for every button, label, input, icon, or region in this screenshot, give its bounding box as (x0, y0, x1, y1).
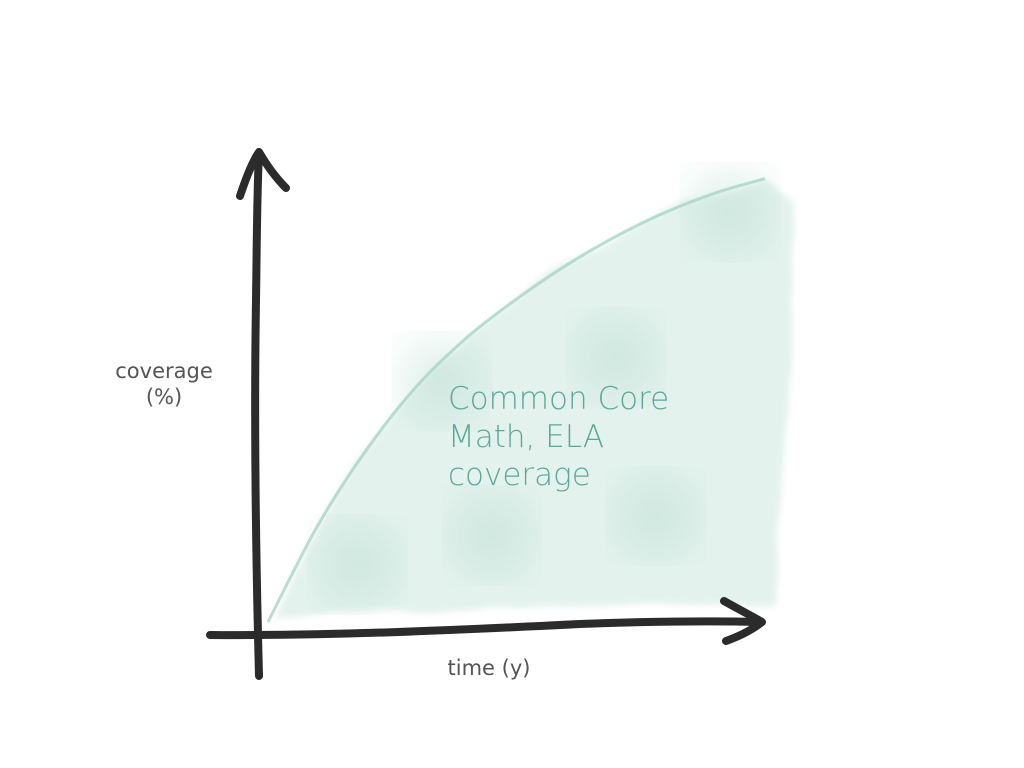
y-axis-label: coverage (%) (100, 358, 228, 410)
coverage-curve-line (266, 177, 766, 623)
annotation-line-1: Common Core (448, 381, 670, 417)
annotation-line-2: Math, ELA (448, 419, 605, 455)
x-axis-arrowhead (720, 597, 766, 645)
x-axis-line (206, 617, 764, 640)
y-axis-arrowhead (236, 148, 290, 200)
y-axis-line (251, 150, 263, 680)
y-axis-label-line-1: coverage (115, 359, 213, 383)
coverage-area (266, 170, 795, 623)
area-texture-blotch (688, 170, 773, 255)
x-axis-label: time (y) (447, 656, 531, 680)
area-texture-blotch (573, 314, 658, 399)
area-texture-blotch (613, 474, 698, 558)
area-texture-blotch (449, 493, 534, 578)
axes (206, 148, 766, 680)
area-annotation: Common Core Math, ELA coverage (448, 380, 748, 494)
y-axis-label-line-2: (%) (145, 385, 183, 409)
annotation-line-3: coverage (448, 457, 591, 493)
area-texture-blotch (315, 522, 400, 607)
area-texture-blotch (399, 339, 484, 423)
